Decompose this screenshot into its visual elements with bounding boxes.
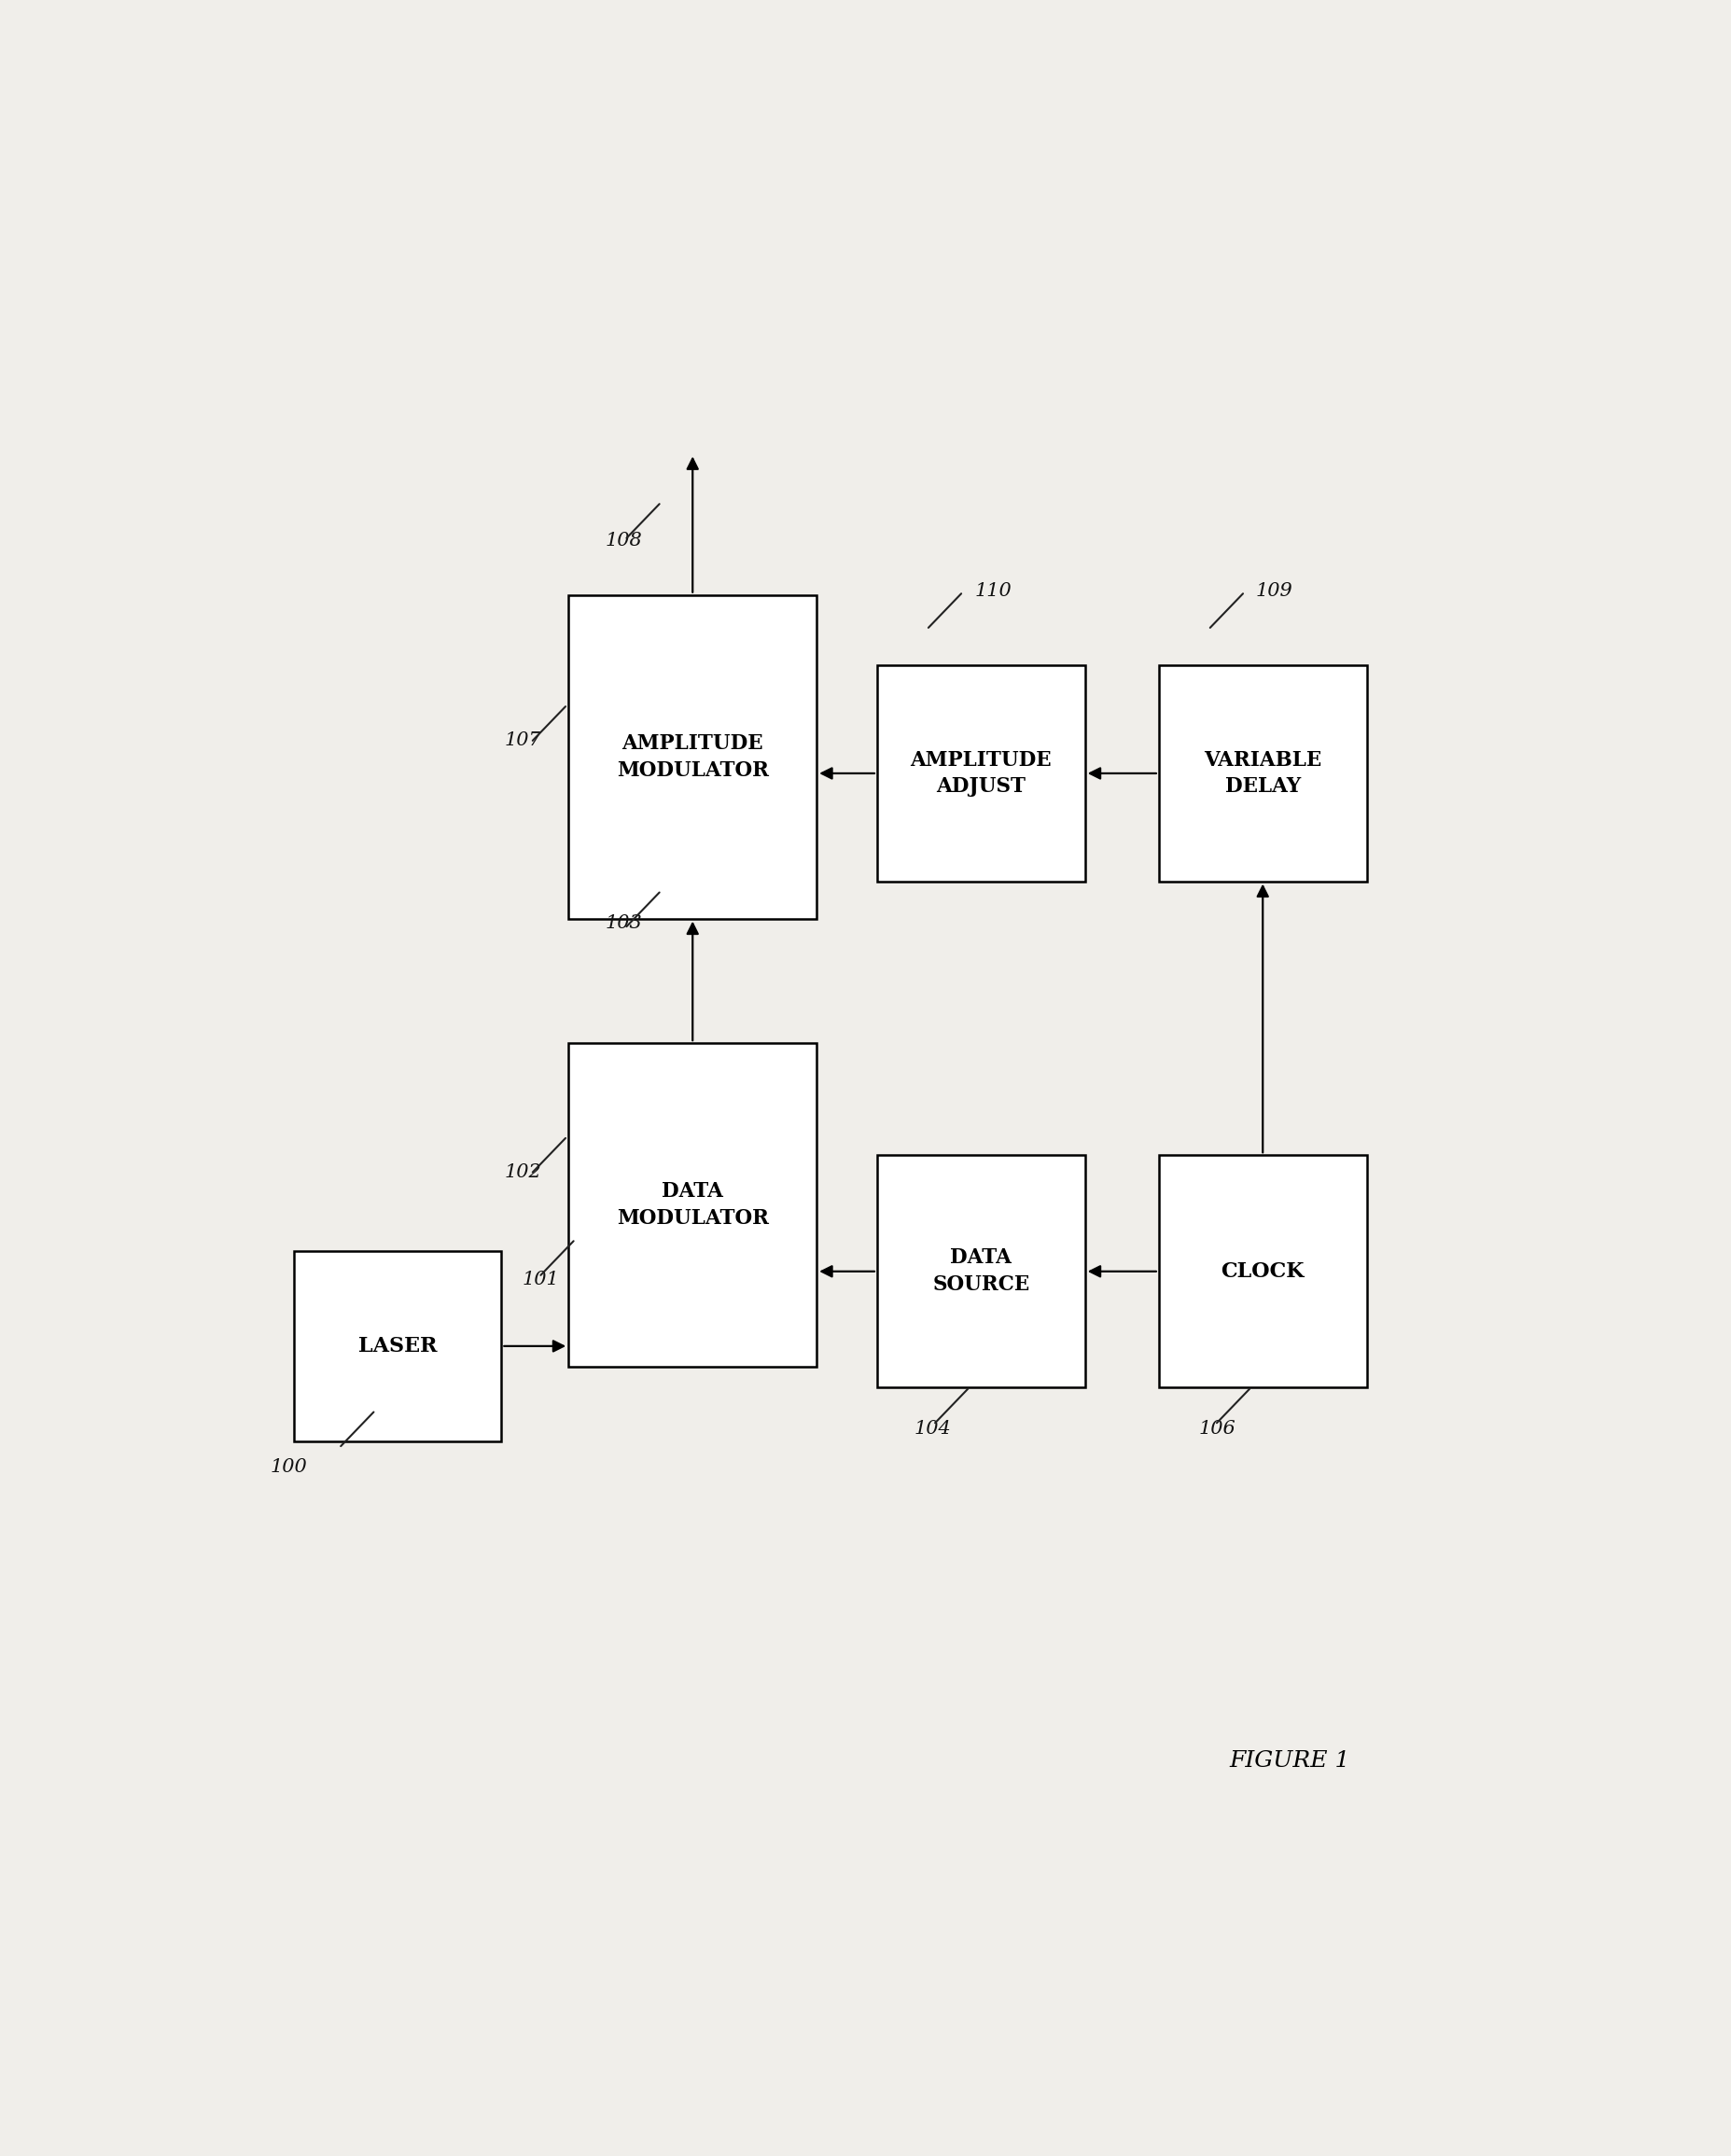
Text: 108: 108 [606,533,642,550]
Text: 106: 106 [1198,1421,1236,1438]
Text: 107: 107 [505,731,542,748]
FancyBboxPatch shape [568,1044,817,1367]
FancyBboxPatch shape [1158,1156,1367,1388]
Text: VARIABLE
DELAY: VARIABLE DELAY [1203,750,1322,798]
FancyBboxPatch shape [878,666,1085,882]
Text: 109: 109 [1257,582,1293,599]
Text: AMPLITUDE
ADJUST: AMPLITUDE ADJUST [911,750,1052,798]
Text: 100: 100 [270,1457,306,1477]
FancyBboxPatch shape [878,1156,1085,1388]
Text: 103: 103 [606,914,642,931]
Text: LASER: LASER [358,1337,436,1356]
Text: AMPLITUDE
MODULATOR: AMPLITUDE MODULATOR [616,733,769,780]
Text: FIGURE 1: FIGURE 1 [1229,1751,1350,1772]
Text: 104: 104 [914,1421,950,1438]
FancyBboxPatch shape [568,595,817,918]
FancyBboxPatch shape [294,1250,502,1442]
Text: 102: 102 [505,1162,542,1181]
Text: CLOCK: CLOCK [1220,1261,1305,1281]
Text: DATA
SOURCE: DATA SOURCE [933,1248,1030,1296]
Text: DATA
MODULATOR: DATA MODULATOR [616,1181,769,1229]
Text: 110: 110 [975,582,1011,599]
Text: 101: 101 [523,1270,559,1289]
FancyBboxPatch shape [1158,666,1367,882]
